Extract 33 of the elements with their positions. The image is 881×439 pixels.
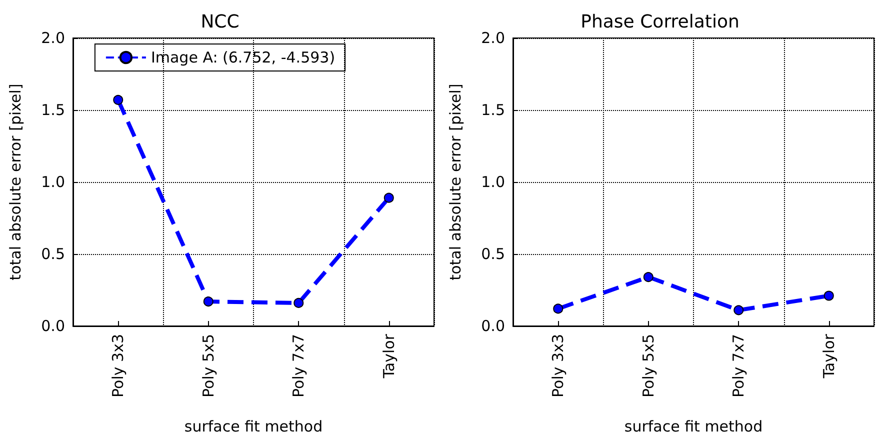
y-tick-label: 2.0 [41, 29, 65, 47]
y-tick-label: 1.5 [481, 101, 505, 119]
x-tick-label: Taylor [820, 333, 838, 380]
point [734, 305, 744, 316]
x-tick-label: Poly 7x7 [290, 334, 308, 398]
y-tick-label: 1.0 [41, 173, 65, 191]
y-tick-label: 1.0 [481, 173, 505, 191]
chart-title: NCC [200, 12, 240, 32]
y-axis-title: total absolute error [pixel] [6, 84, 24, 280]
x-tick-label: Poly 7x7 [730, 334, 748, 398]
point [203, 296, 214, 307]
x-tick-label: Poly 5x5 [199, 334, 218, 398]
y-tick-label: 0.0 [41, 317, 65, 335]
x-axis-title: surface fit method [184, 418, 323, 436]
y-tick-label: 2.0 [481, 29, 505, 47]
x-tick-label: Poly 3x3 [549, 334, 568, 398]
y-tick-label: 0.5 [41, 245, 65, 263]
chart-title: Phase Correlation [580, 12, 740, 32]
y-tick-label: 0.5 [481, 245, 505, 263]
y-axis-title: total absolute error [pixel] [446, 84, 464, 280]
x-tick-label: Taylor [380, 333, 398, 380]
y-tick-label: 0.0 [481, 317, 505, 335]
legend-label: Image A: (6.752, -4.593) [150, 48, 336, 66]
y-tick-label: 1.5 [41, 101, 65, 119]
point [643, 272, 654, 282]
x-axis-title: surface fit method [624, 418, 763, 436]
point [824, 290, 834, 301]
point [113, 94, 124, 105]
point [384, 192, 394, 203]
point [553, 304, 564, 314]
x-tick-label: Poly 3x3 [109, 334, 128, 398]
point [294, 298, 304, 308]
x-tick-label: Poly 5x5 [639, 334, 658, 398]
